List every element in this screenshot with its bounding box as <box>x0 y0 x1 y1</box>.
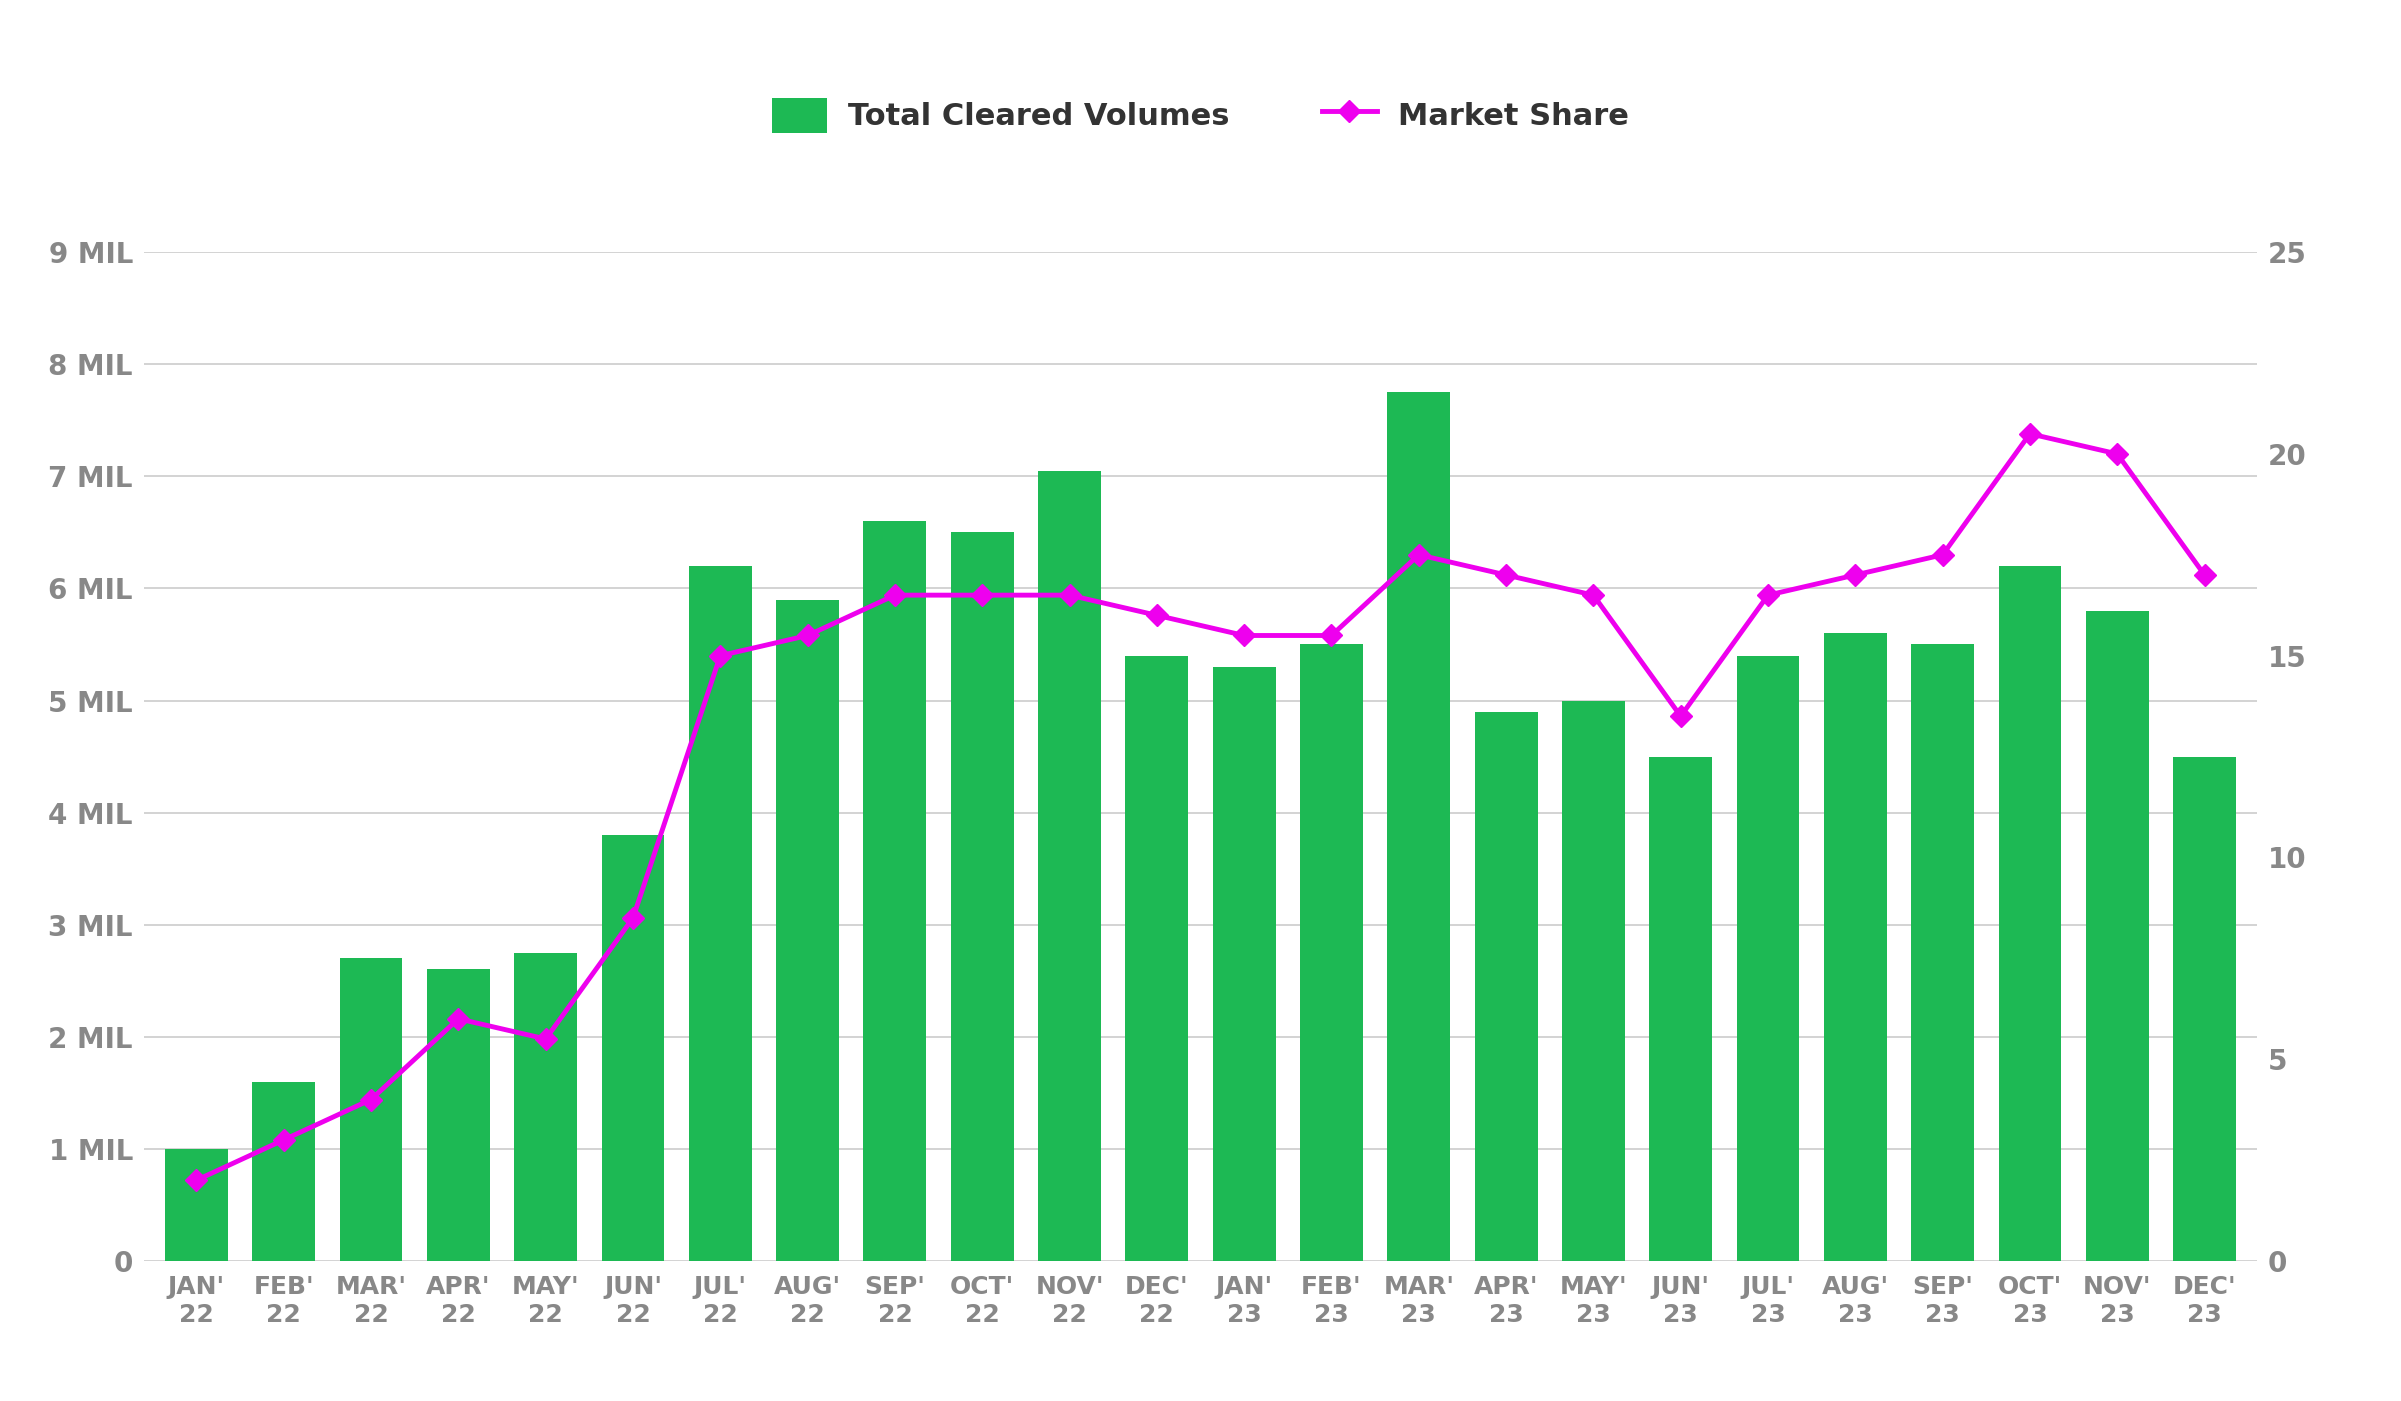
Bar <box>1825 633 1887 1261</box>
Bar <box>2086 611 2149 1261</box>
Bar <box>1126 656 1188 1261</box>
Bar <box>166 1149 228 1261</box>
Bar <box>1911 644 1974 1261</box>
Bar <box>514 953 576 1261</box>
Bar <box>1213 667 1275 1261</box>
Bar <box>1388 392 1450 1261</box>
Bar <box>1998 566 2062 1261</box>
Bar <box>1649 757 1712 1261</box>
Legend: Total Cleared Volumes, Market Share: Total Cleared Volumes, Market Share <box>759 85 1642 146</box>
Bar <box>252 1082 315 1261</box>
Bar <box>951 532 1013 1261</box>
Bar <box>339 958 403 1261</box>
Bar <box>689 566 752 1261</box>
Bar <box>1299 644 1364 1261</box>
Bar <box>603 835 665 1261</box>
Bar <box>427 969 490 1261</box>
Bar <box>1474 712 1537 1261</box>
Bar <box>2173 757 2235 1261</box>
Bar <box>1037 471 1102 1261</box>
Bar <box>1736 656 1798 1261</box>
Bar <box>776 600 838 1261</box>
Bar <box>1563 700 1625 1261</box>
Bar <box>864 521 927 1261</box>
